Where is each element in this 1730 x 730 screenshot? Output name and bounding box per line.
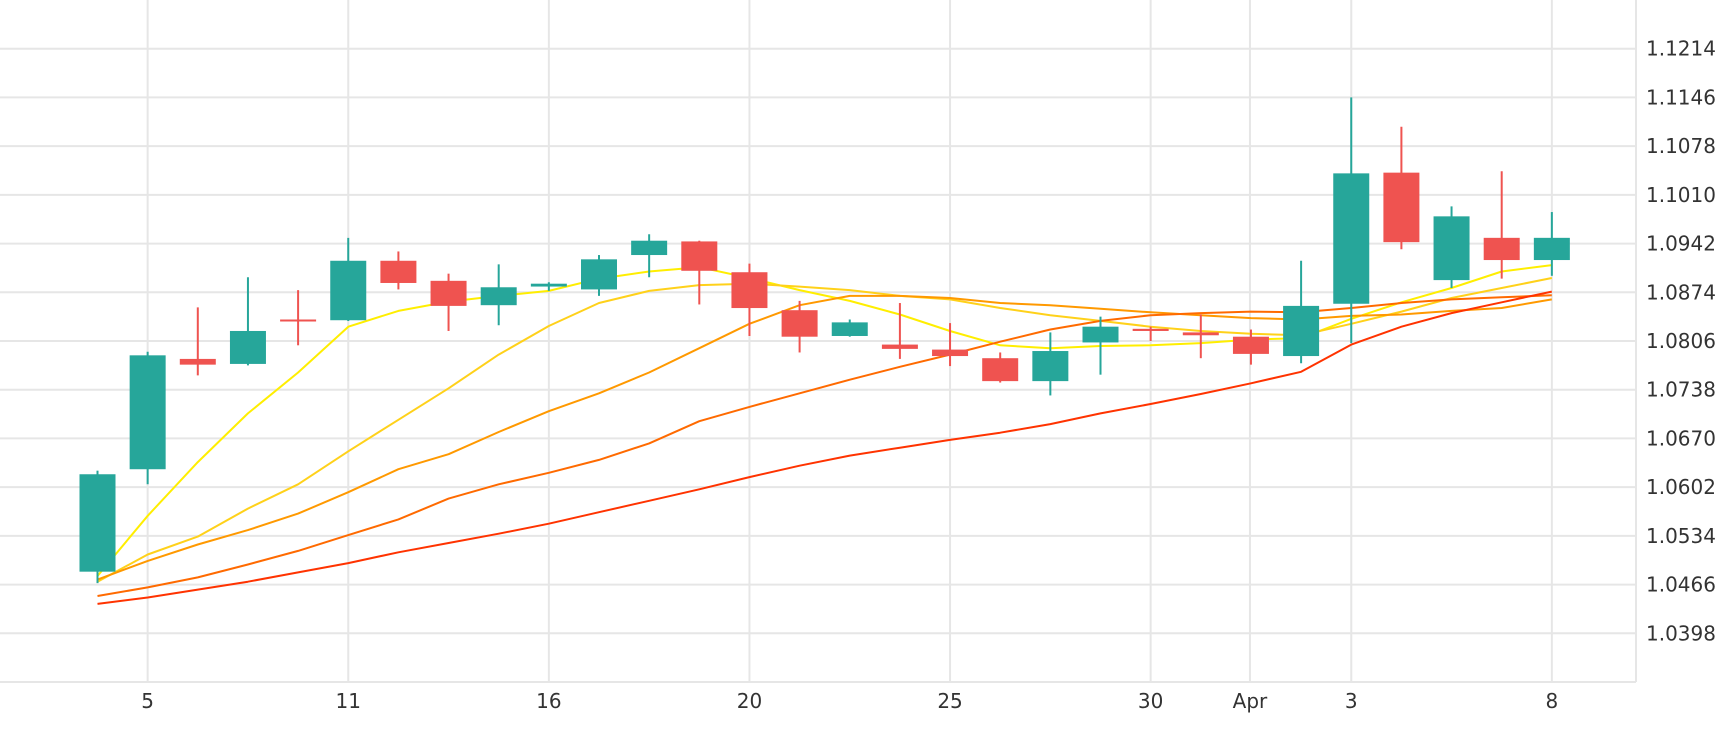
candle: [831, 319, 868, 337]
candle: [330, 237, 367, 321]
candle: [1182, 314, 1219, 359]
candle-body: [129, 355, 166, 470]
candle-body: [229, 330, 266, 364]
candle-body: [480, 287, 517, 306]
x-tick-label: Apr: [1233, 689, 1268, 713]
candle: [1283, 260, 1320, 364]
candle: [731, 263, 768, 336]
candle: [1333, 97, 1370, 344]
y-tick-label: 1.0942: [1646, 232, 1716, 256]
y-tick-label: 1.0534: [1646, 524, 1716, 548]
candle-body: [1032, 351, 1069, 382]
y-tick-label: 1.1146: [1646, 85, 1716, 109]
x-tick-label: 25: [937, 689, 962, 713]
candle-body: [330, 260, 367, 321]
candle: [79, 470, 116, 584]
candle-body: [731, 272, 768, 309]
candle-body: [1082, 326, 1119, 343]
candle: [1383, 126, 1420, 250]
y-tick-label: 1.0466: [1646, 573, 1716, 597]
candle-body: [581, 259, 617, 290]
candle: [1533, 212, 1570, 276]
candle: [430, 273, 467, 331]
x-tick-label: 8: [1545, 689, 1558, 713]
candle-body: [781, 310, 818, 337]
y-tick-label: 1.0398: [1646, 621, 1716, 645]
candle: [480, 264, 517, 326]
candle-body: [1533, 237, 1570, 261]
candle: [229, 277, 266, 366]
candle-body: [380, 260, 417, 283]
y-tick-label: 1.1010: [1646, 183, 1716, 207]
candle: [179, 307, 216, 376]
candle-body: [681, 241, 718, 271]
candle: [781, 300, 818, 353]
candle: [881, 303, 918, 359]
candle-body: [1182, 332, 1219, 336]
candle: [631, 234, 668, 278]
ma-line-5: [97, 290, 1553, 605]
candle-body: [1132, 328, 1169, 331]
candle: [280, 290, 317, 346]
candle: [932, 323, 969, 367]
candle-body: [1433, 216, 1470, 281]
candle: [1132, 326, 1169, 341]
candle: [681, 240, 718, 305]
y-tick-label: 1.0602: [1646, 475, 1716, 499]
candle: [1483, 171, 1520, 279]
candle: [1433, 206, 1470, 288]
candle: [1232, 329, 1269, 365]
candle-body: [430, 280, 467, 306]
y-tick-label: 1.0874: [1646, 280, 1716, 304]
candle-body: [1333, 173, 1370, 304]
candle: [129, 351, 166, 485]
candles: [79, 97, 1570, 584]
y-tick-label: 1.0670: [1646, 426, 1716, 450]
candle-body: [831, 322, 868, 336]
x-axis-labels: 5 11 16 20 25 30 Apr 3 8: [141, 689, 1558, 713]
candle: [380, 251, 417, 290]
candle-body: [932, 349, 969, 357]
candle-body: [79, 474, 116, 572]
candle-body: [631, 240, 668, 256]
candle-body: [530, 283, 567, 287]
x-tick-label: 16: [536, 689, 561, 713]
candle-body: [1232, 336, 1269, 354]
candle-body: [881, 344, 918, 349]
y-tick-label: 1.0738: [1646, 378, 1716, 402]
y-tick-label: 1.0806: [1646, 329, 1716, 353]
x-tick-label: 3: [1345, 689, 1358, 713]
x-tick-label: 5: [141, 689, 154, 713]
candle: [1032, 332, 1069, 396]
ma-line-1: [96, 264, 1552, 577]
y-axis-labels: 1.1214 1.1146 1.1078 1.1010 1.0942 1.0874 1.08…: [1646, 37, 1716, 646]
x-tick-label: 11: [336, 689, 361, 713]
candle-body: [982, 358, 1019, 382]
candle: [530, 282, 567, 291]
x-tick-label: 20: [737, 689, 762, 713]
moving-averages: [96, 264, 1553, 605]
candle: [1082, 316, 1119, 375]
candle-body: [1483, 237, 1520, 261]
y-tick-label: 1.1214: [1646, 37, 1716, 61]
y-tick-label: 1.1078: [1646, 134, 1716, 158]
candle: [982, 352, 1019, 383]
candle-body: [1383, 172, 1420, 243]
x-tick-label: 30: [1138, 689, 1163, 713]
candle-body: [1283, 305, 1320, 357]
candle-body: [280, 319, 317, 322]
candle: [581, 255, 617, 296]
candle-body: [179, 358, 216, 365]
